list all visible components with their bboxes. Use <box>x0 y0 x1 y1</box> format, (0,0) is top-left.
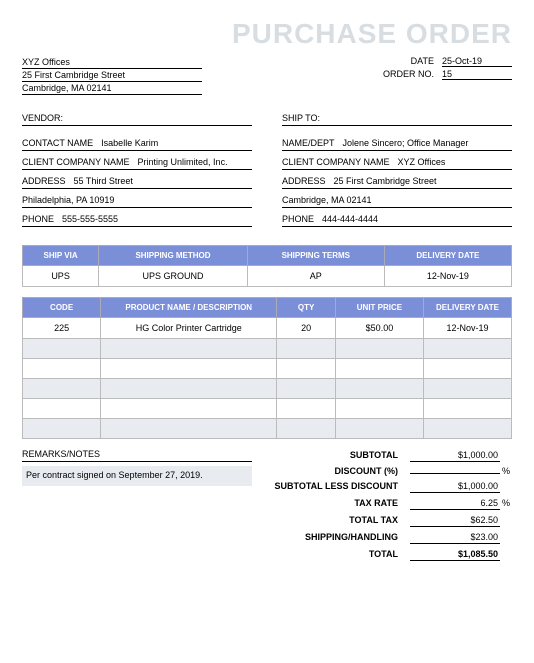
shipping-label: SHIPPING/HANDLING <box>305 532 410 542</box>
table-row <box>23 379 512 399</box>
taxrate-suffix: % <box>500 498 512 508</box>
discount-label: DISCOUNT (%) <box>335 466 411 476</box>
shipto-name-value: Jolene Sincero; Office Manager <box>343 138 512 148</box>
delivery-header: DELIVERY DATE <box>423 298 511 318</box>
shipto-address-value: 25 First Cambridge Street <box>334 176 512 186</box>
shipping-value: $23.00 <box>410 531 500 544</box>
taxrate-value: 6.25 <box>410 497 500 510</box>
remarks-heading: REMARKS/NOTES <box>22 449 252 462</box>
totaltax-label: TOTAL TAX <box>349 515 410 525</box>
shipto-heading: SHIP TO: <box>282 113 512 126</box>
ship-via-header: SHIP VIA <box>23 246 99 266</box>
orderno-label: ORDER NO. <box>383 69 442 80</box>
totaltax-value: $62.50 <box>410 514 500 527</box>
subtotal-label: SUBTOTAL <box>350 450 410 460</box>
bottom-section: REMARKS/NOTES Per contract signed on Sep… <box>22 449 512 565</box>
from-street: 25 First Cambridge Street <box>22 69 202 82</box>
total-label: TOTAL <box>369 549 410 559</box>
total-value: $1,085.50 <box>410 548 500 561</box>
vendor-contact-label: CONTACT NAME <box>22 138 101 148</box>
vendor-phone-value: 555-555-5555 <box>62 214 252 224</box>
items-table: CODE PRODUCT NAME / DESCRIPTION QTY UNIT… <box>22 297 512 439</box>
taxrate-label: TAX RATE <box>354 498 410 508</box>
top-header: XYZ Offices 25 First Cambridge Street Ca… <box>22 56 512 95</box>
vendor-phone-label: PHONE <box>22 214 62 224</box>
ship-terms-header: SHIPPING TERMS <box>247 246 384 266</box>
shipto-phone-label: PHONE <box>282 214 322 224</box>
table-row <box>23 359 512 379</box>
ship-method-value: UPS GROUND <box>99 266 248 287</box>
vendor-address-label: ADDRESS <box>22 176 74 186</box>
vendor-block: VENDOR: CONTACT NAMEIsabelle Karim CLIEN… <box>22 113 252 231</box>
date-label: DATE <box>411 56 442 67</box>
vendor-heading: VENDOR: <box>22 113 252 126</box>
qty-header: QTY <box>277 298 336 318</box>
table-row: UPS UPS GROUND AP 12-Nov-19 <box>23 266 512 287</box>
shipto-phone-value: 444-444-4444 <box>322 214 512 224</box>
item-qty: 20 <box>277 318 336 339</box>
shipto-address-label: ADDRESS <box>282 176 334 186</box>
shipto-name-label: NAME/DEPT <box>282 138 343 148</box>
ship-terms-value: AP <box>247 266 384 287</box>
remarks-body: Per contract signed on September 27, 201… <box>22 466 252 486</box>
vendor-city-value: Philadelphia, PA 10919 <box>22 195 252 205</box>
from-city: Cambridge, MA 02141 <box>22 82 202 95</box>
vendor-company-value: Printing Unlimited, Inc. <box>138 157 252 167</box>
subtotal-value: $1,000.00 <box>410 449 500 462</box>
remarks-block: REMARKS/NOTES Per contract signed on Sep… <box>22 449 252 565</box>
document-title: PURCHASE ORDER <box>22 18 512 50</box>
orderno-value: 15 <box>442 69 512 80</box>
date-value: 25-Oct-19 <box>442 56 512 67</box>
ship-delivery-value: 12-Nov-19 <box>384 266 511 287</box>
table-row: 225 HG Color Printer Cartridge 20 $50.00… <box>23 318 512 339</box>
item-price: $50.00 <box>335 318 423 339</box>
shipping-table: SHIP VIA SHIPPING METHOD SHIPPING TERMS … <box>22 245 512 287</box>
ship-delivery-header: DELIVERY DATE <box>384 246 511 266</box>
from-address: XYZ Offices 25 First Cambridge Street Ca… <box>22 56 202 95</box>
price-header: UNIT PRICE <box>335 298 423 318</box>
shipto-block: SHIP TO: NAME/DEPTJolene Sincero; Office… <box>282 113 512 231</box>
vendor-company-label: CLIENT COMPANY NAME <box>22 157 138 167</box>
vendor-address-value: 55 Third Street <box>74 176 252 186</box>
discount-value <box>410 471 500 474</box>
ship-method-header: SHIPPING METHOD <box>99 246 248 266</box>
party-columns: VENDOR: CONTACT NAMEIsabelle Karim CLIEN… <box>22 113 512 231</box>
code-header: CODE <box>23 298 101 318</box>
subless-label: SUBTOTAL LESS DISCOUNT <box>274 481 410 491</box>
table-row <box>23 339 512 359</box>
from-name: XYZ Offices <box>22 56 202 69</box>
vendor-contact-value: Isabelle Karim <box>101 138 252 148</box>
table-row <box>23 399 512 419</box>
totals-block: SUBTOTAL$1,000.00 DISCOUNT (%)% SUBTOTAL… <box>272 449 512 565</box>
item-desc: HG Color Printer Cartridge <box>101 318 277 339</box>
subless-value: $1,000.00 <box>410 480 500 493</box>
ship-via-value: UPS <box>23 266 99 287</box>
shipto-company-label: CLIENT COMPANY NAME <box>282 157 398 167</box>
item-code: 225 <box>23 318 101 339</box>
item-delivery: 12-Nov-19 <box>423 318 511 339</box>
discount-suffix: % <box>500 466 512 476</box>
order-meta: DATE 25-Oct-19 ORDER NO. 15 <box>332 56 512 82</box>
table-row <box>23 419 512 439</box>
shipto-city-value: Cambridge, MA 02141 <box>282 195 512 205</box>
shipto-company-value: XYZ Offices <box>398 157 512 167</box>
desc-header: PRODUCT NAME / DESCRIPTION <box>101 298 277 318</box>
